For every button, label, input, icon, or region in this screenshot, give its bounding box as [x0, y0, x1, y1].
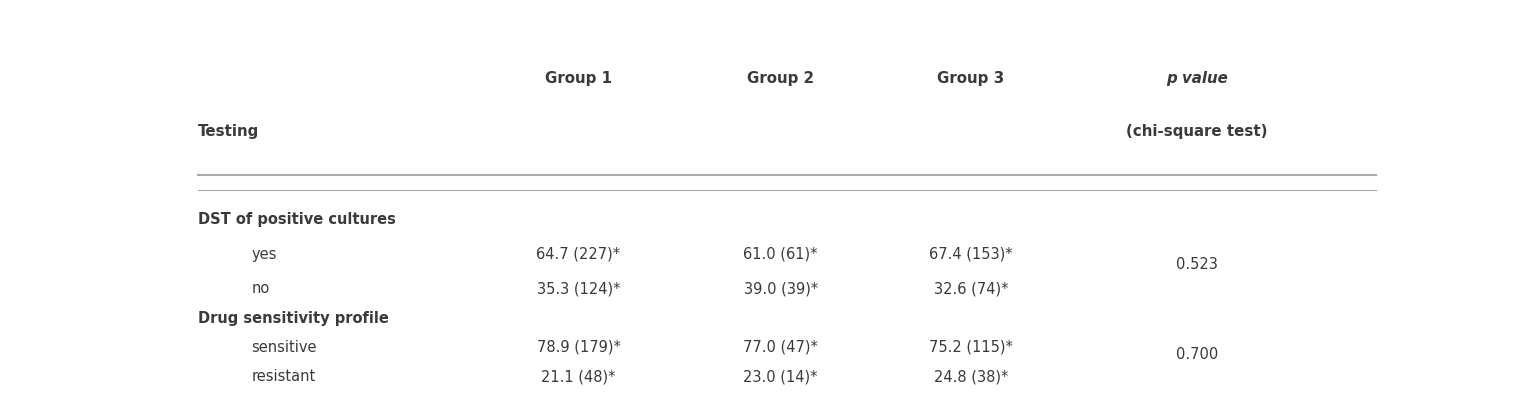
Text: 75.2 (115)*: 75.2 (115)* — [929, 339, 1013, 355]
Text: 61.0 (61)*: 61.0 (61)* — [743, 247, 818, 262]
Text: 35.3 (124)*: 35.3 (124)* — [537, 282, 620, 297]
Text: yes: yes — [252, 247, 276, 262]
Text: 32.6 (74)*: 32.6 (74)* — [933, 282, 1008, 297]
Text: no: no — [252, 282, 270, 297]
Text: Group 2: Group 2 — [748, 71, 814, 86]
Text: p value: p value — [1167, 71, 1228, 86]
Text: 24.8 (38)*: 24.8 (38)* — [933, 369, 1008, 384]
Text: Testing: Testing — [198, 124, 259, 140]
Text: 23.0 (14)*: 23.0 (14)* — [743, 369, 818, 384]
Text: 0.700: 0.700 — [1176, 347, 1219, 362]
Text: 0.523: 0.523 — [1176, 257, 1219, 272]
Text: resistant: resistant — [252, 369, 316, 384]
Text: 67.4 (153)*: 67.4 (153)* — [929, 247, 1013, 262]
Text: Group 1: Group 1 — [545, 71, 612, 86]
Text: 21.1 (48)*: 21.1 (48)* — [542, 369, 616, 384]
Text: (chi-square test): (chi-square test) — [1127, 124, 1268, 140]
Text: 64.7 (227)*: 64.7 (227)* — [536, 247, 620, 262]
Text: Group 3: Group 3 — [938, 71, 1005, 86]
Text: sensitive: sensitive — [252, 339, 316, 355]
Text: Drug sensitivity profile: Drug sensitivity profile — [198, 311, 388, 326]
Text: 39.0 (39)*: 39.0 (39)* — [743, 282, 818, 297]
Text: DST of positive cultures: DST of positive cultures — [198, 212, 396, 227]
Text: 78.9 (179)*: 78.9 (179)* — [537, 339, 620, 355]
Text: 77.0 (47)*: 77.0 (47)* — [743, 339, 818, 355]
